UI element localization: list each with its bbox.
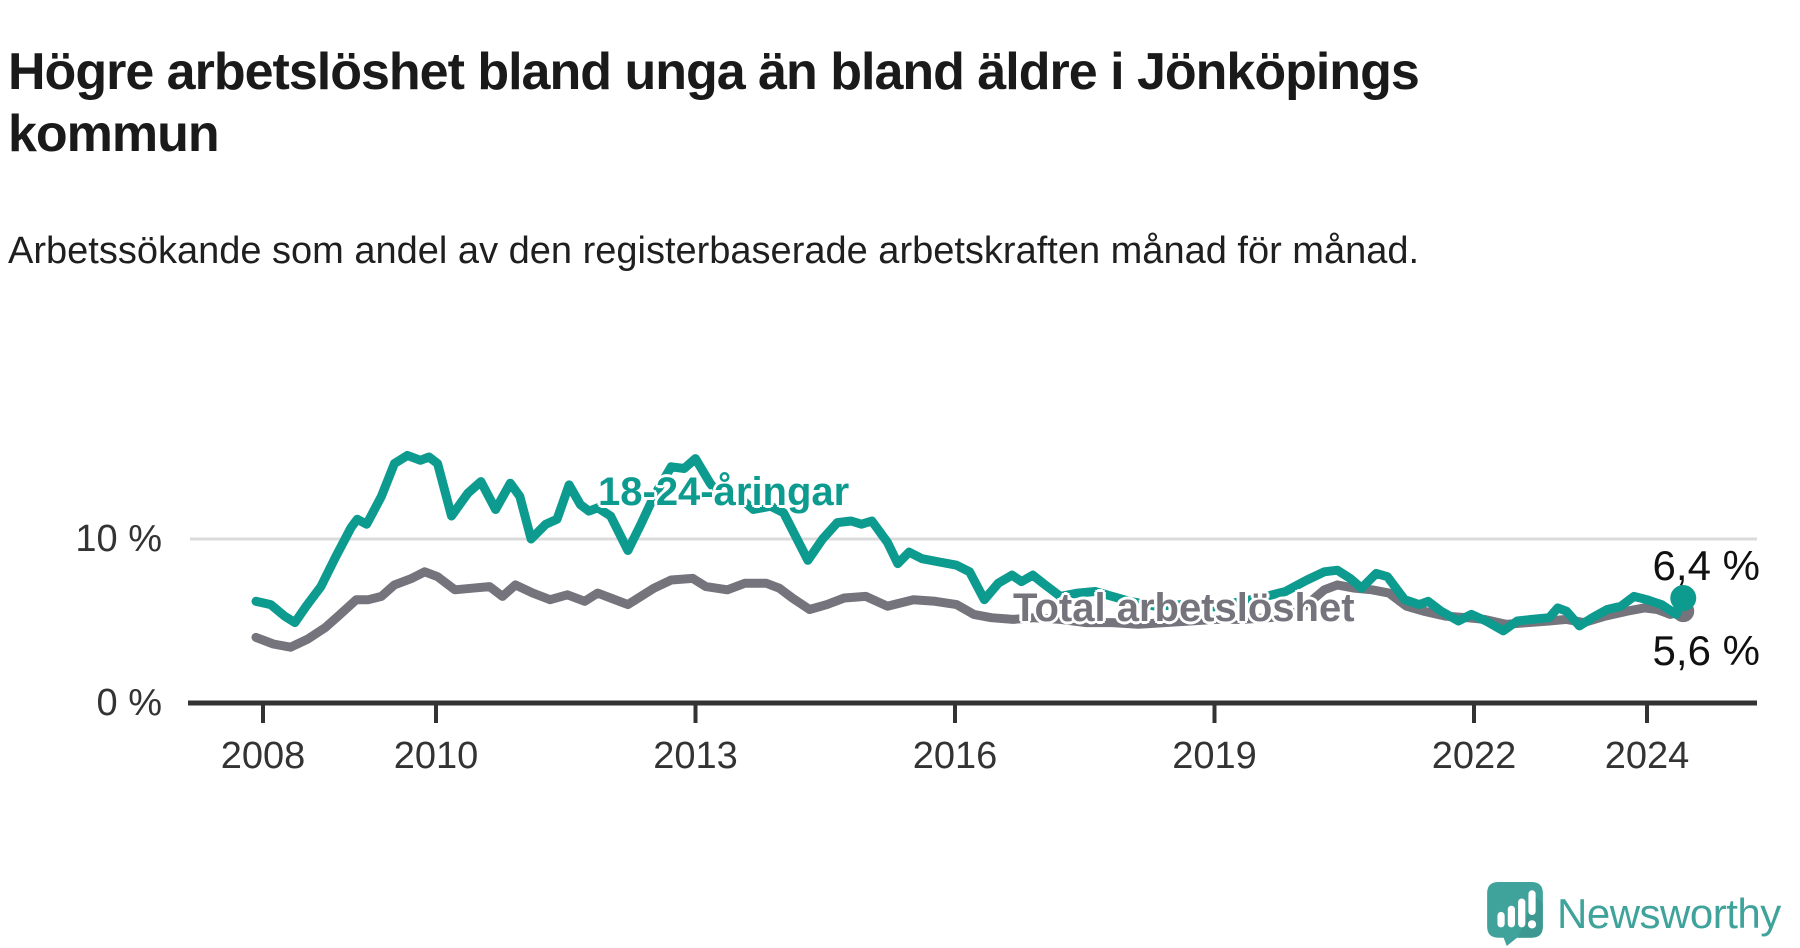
x-tick-label: 2008	[220, 735, 306, 777]
series-line-total	[251, 567, 1688, 652]
chart-subtitle: Arbetssökande som andel av den registerb…	[8, 230, 1420, 272]
end-value-label-total: 5,6 %	[1652, 627, 1760, 675]
series-label-youth: 18-24-åringar	[598, 470, 850, 514]
x-tick-label: 2019	[1172, 735, 1257, 777]
newsworthy-logo: Newsworthy	[1487, 882, 1781, 946]
series-end-dot-youth	[1670, 585, 1697, 612]
x-tick-label: 2013	[653, 735, 738, 777]
series-label-total: Total arbetslöshet	[1013, 586, 1355, 630]
page-title: Högre arbetslöshet bland unga än bland ä…	[8, 42, 1420, 164]
x-tick-label: 2022	[1431, 735, 1517, 777]
x-tick-label: 2010	[393, 735, 479, 777]
x-tick-label: 2016	[912, 735, 998, 777]
series-line-youth	[251, 450, 1688, 636]
y-tick-label: 10 %	[75, 518, 162, 560]
end-value-label-youth: 6,4 %	[1652, 542, 1760, 590]
logo-text: Newsworthy	[1557, 890, 1781, 937]
bar-chart-speech-bubble-icon	[1487, 882, 1543, 946]
y-tick-label: 0 %	[96, 682, 162, 724]
x-tick-label: 2024	[1604, 735, 1690, 777]
